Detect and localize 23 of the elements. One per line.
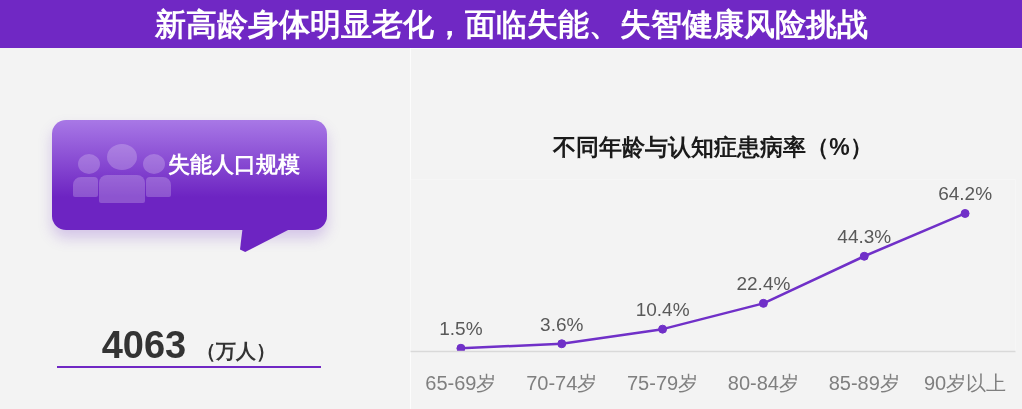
x-tick-label: 65-69岁	[425, 371, 497, 394]
x-tick-label: 75-79岁	[627, 371, 699, 394]
data-label: 3.6%	[540, 313, 584, 335]
x-tick-label: 90岁以上	[923, 371, 1007, 394]
x-tick-label: 85-89岁	[828, 371, 900, 394]
point	[456, 343, 466, 352]
data-label: 44.3%	[837, 226, 892, 248]
x-tick-label: 80-84岁	[727, 371, 799, 394]
chart-title: 不同年龄与认知症患病率（%）	[552, 133, 873, 160]
x-tick-label: 70-74岁	[526, 371, 598, 394]
point	[658, 324, 668, 334]
point	[960, 208, 970, 218]
text: 新高龄身体明显老化，面临失能、失智健康风险挑战	[154, 6, 868, 42]
data-label: 64.2%	[938, 183, 993, 205]
data-label: 1.5%	[439, 318, 483, 340]
text: 失能人口规模	[168, 152, 300, 177]
text: 4063	[101, 324, 187, 366]
text: （万人）	[196, 340, 277, 362]
point	[557, 339, 567, 349]
data-label: 22.4%	[736, 273, 791, 295]
point	[758, 298, 768, 308]
point	[859, 251, 869, 261]
data-label: 10.4%	[635, 299, 690, 321]
